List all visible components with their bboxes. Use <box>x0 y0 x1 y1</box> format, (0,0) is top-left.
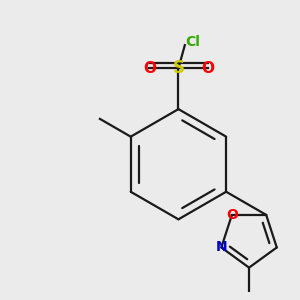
Text: O: O <box>143 61 156 76</box>
Text: Cl: Cl <box>185 35 200 49</box>
Text: S: S <box>172 59 184 77</box>
Text: O: O <box>226 208 238 222</box>
Text: N: N <box>215 241 227 254</box>
Text: O: O <box>201 61 214 76</box>
